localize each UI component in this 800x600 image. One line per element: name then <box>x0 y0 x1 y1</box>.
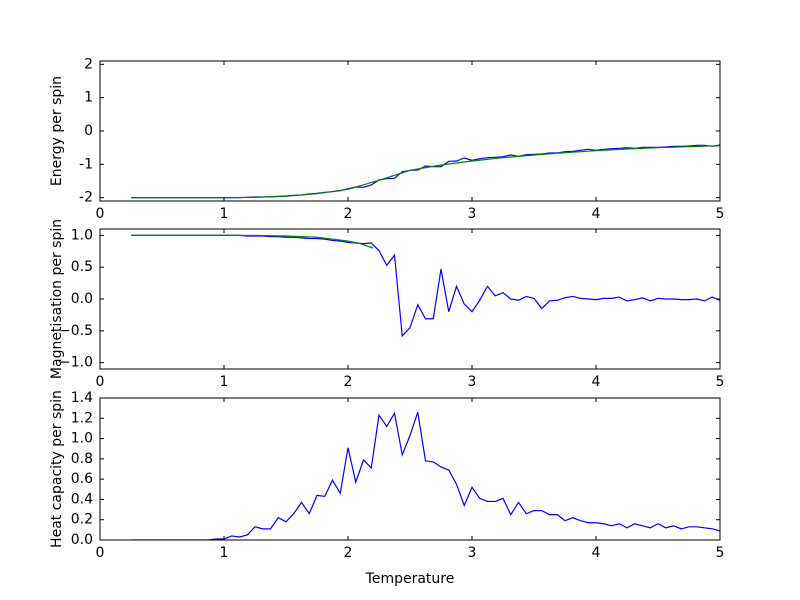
y-tick-label: 0 <box>84 123 93 139</box>
x-tick-label: 5 <box>716 545 725 561</box>
data-line <box>131 234 720 338</box>
y-tick-label: 0.0 <box>71 291 93 307</box>
y-axis-label: Magnetisation per spin <box>49 219 65 379</box>
y-tick-label: −0.5 <box>59 323 93 339</box>
x-tick-label: 2 <box>344 545 353 561</box>
axes-frame <box>99 60 721 202</box>
x-tick-label: 5 <box>716 206 725 222</box>
data-line <box>131 145 720 199</box>
x-tick-label: 1 <box>220 545 229 561</box>
x-tick-label: 5 <box>716 374 725 390</box>
x-tick-label: 0 <box>96 206 105 222</box>
x-tick-label: 0 <box>96 374 105 390</box>
x-axis-label: Temperature <box>365 571 455 587</box>
x-tick-label: 4 <box>592 545 601 561</box>
x-tick-label: 1 <box>220 206 229 222</box>
y-tick-label: 1 <box>84 90 93 106</box>
y-axis-label: Energy per spin <box>49 76 65 186</box>
y-tick-label: 1.2 <box>71 410 93 426</box>
x-tick-label: 3 <box>468 374 477 390</box>
y-tick-label: 0.4 <box>71 491 93 507</box>
data-line <box>131 411 720 540</box>
y-tick-label: 2 <box>84 56 93 72</box>
data-line <box>131 144 720 199</box>
axes-frame <box>99 228 721 370</box>
data-line <box>131 234 374 249</box>
y-tick-label: 0.8 <box>71 451 93 467</box>
y-axis-label: Heat capacity per spin <box>49 390 65 548</box>
y-tick-label: 1.0 <box>71 227 93 243</box>
axes-frame <box>99 397 721 541</box>
x-tick-label: 2 <box>344 206 353 222</box>
y-tick-label: -2 <box>79 190 93 206</box>
y-tick-label: 1.4 <box>71 390 93 406</box>
x-tick-label: 0 <box>96 545 105 561</box>
y-tick-label: -1 <box>79 156 93 172</box>
x-tick-label: 3 <box>468 545 477 561</box>
y-tick-label: 0.6 <box>71 471 93 487</box>
x-tick-label: 4 <box>592 206 601 222</box>
x-tick-label: 2 <box>344 374 353 390</box>
x-tick-label: 1 <box>220 374 229 390</box>
x-tick-label: 4 <box>592 374 601 390</box>
y-tick-label: 1.0 <box>71 431 93 447</box>
y-tick-label: 0.0 <box>71 532 93 548</box>
y-tick-label: −1.0 <box>59 355 93 371</box>
x-tick-label: 3 <box>468 206 477 222</box>
y-tick-label: 0.2 <box>71 512 93 528</box>
y-tick-label: 0.5 <box>71 259 93 275</box>
